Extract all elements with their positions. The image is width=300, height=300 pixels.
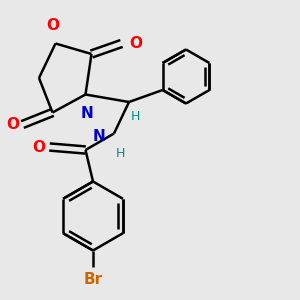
Text: H: H — [130, 110, 140, 122]
Text: O: O — [129, 36, 142, 51]
Text: O: O — [32, 140, 45, 154]
Text: Br: Br — [83, 272, 103, 286]
Text: O: O — [46, 18, 59, 33]
Text: N: N — [81, 106, 93, 122]
Text: H: H — [116, 147, 125, 160]
Text: N: N — [92, 129, 105, 144]
Text: O: O — [7, 117, 20, 132]
